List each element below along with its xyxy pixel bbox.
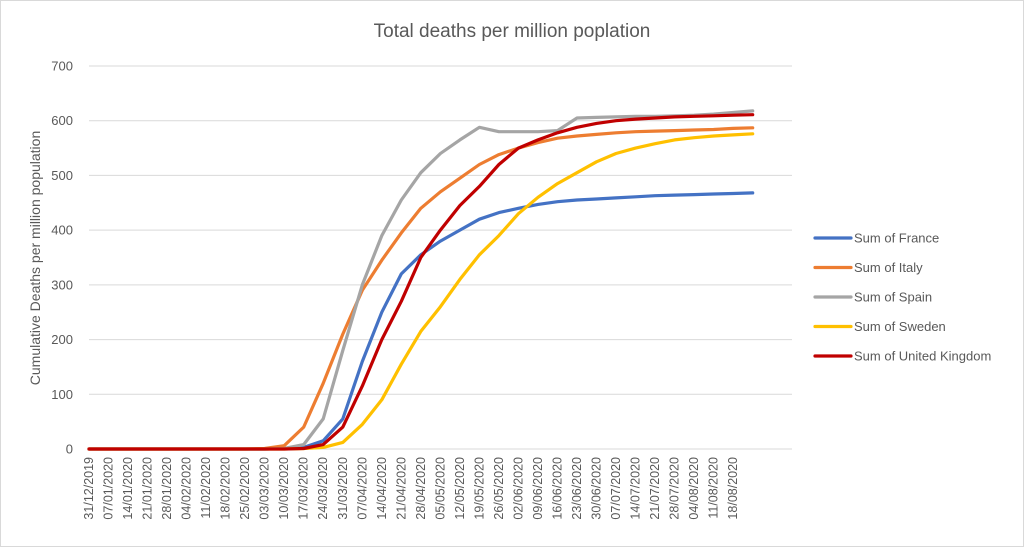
- y-tick-label: 600: [51, 113, 73, 128]
- x-tick-label: 14/04/2020: [375, 457, 389, 520]
- y-axis-ticks: 0 100 200 300 400 500 600 700: [51, 59, 73, 457]
- x-tick-label: 31/03/2020: [336, 457, 350, 520]
- x-tick-label: 10/03/2020: [277, 457, 291, 520]
- x-tick-label: 26/05/2020: [492, 457, 506, 520]
- chart-title: Total deaths per million poplation: [374, 21, 651, 42]
- x-tick-label: 03/03/2020: [258, 457, 272, 520]
- x-tick-label: 30/06/2020: [590, 457, 604, 520]
- y-tick-label: 0: [66, 442, 73, 457]
- x-tick-label: 19/05/2020: [472, 457, 486, 520]
- x-tick-label: 23/06/2020: [570, 457, 584, 520]
- x-tick-label: 18/08/2020: [726, 457, 740, 520]
- x-tick-label: 25/02/2020: [238, 457, 252, 520]
- x-tick-label: 05/05/2020: [433, 457, 447, 520]
- series-line-sum-of-spain: [87, 109, 755, 451]
- legend: Sum of France Sum of Italy Sum of Spain Sum…: [813, 231, 991, 364]
- legend-label: Sum of Sweden: [854, 319, 946, 334]
- x-tick-label: 17/03/2020: [297, 457, 311, 520]
- x-tick-label: 24/03/2020: [316, 457, 330, 520]
- x-tick-label: 21/07/2020: [648, 457, 662, 520]
- x-tick-label: 07/04/2020: [355, 457, 369, 520]
- y-tick-label: 200: [51, 332, 73, 347]
- legend-label: Sum of Spain: [854, 290, 932, 305]
- x-axis-ticks: 31/12/2019 07/01/2020 14/01/2020 21/01/2020…: [82, 457, 740, 520]
- series-line-sum-of-italy: [87, 126, 755, 451]
- legend-label: Sum of United Kingdom: [854, 349, 991, 364]
- y-tick-label: 700: [51, 59, 73, 74]
- legend-label: Sum of Italy: [854, 260, 923, 275]
- x-tick-label: 11/02/2020: [199, 457, 213, 519]
- y-tick-label: 300: [51, 277, 73, 292]
- x-tick-label: 02/06/2020: [511, 457, 525, 520]
- x-tick-label: 21/01/2020: [141, 457, 155, 520]
- x-tick-label: 14/07/2020: [629, 457, 643, 520]
- x-tick-label: 09/06/2020: [531, 457, 545, 520]
- x-tick-label: 12/05/2020: [453, 457, 467, 520]
- gridlines: [89, 65, 792, 450]
- series-line-sum-of-sweden: [87, 132, 755, 451]
- y-tick-label: 100: [51, 387, 73, 402]
- x-tick-label: 28/04/2020: [414, 457, 428, 520]
- x-tick-label: 14/01/2020: [121, 457, 135, 520]
- series-lines: [87, 109, 755, 451]
- x-tick-label: 21/04/2020: [394, 457, 408, 520]
- y-tick-label: 400: [51, 223, 73, 238]
- y-axis-label: Cumulative Deaths per million population: [27, 131, 43, 385]
- x-tick-label: 11/08/2020: [707, 457, 721, 519]
- x-tick-label: 04/08/2020: [687, 457, 701, 520]
- x-tick-label: 07/07/2020: [609, 457, 623, 520]
- x-tick-label: 28/07/2020: [668, 457, 682, 520]
- x-tick-label: 16/06/2020: [550, 457, 564, 520]
- x-tick-label: 31/12/2019: [82, 457, 96, 520]
- x-tick-label: 28/01/2020: [160, 457, 174, 520]
- x-tick-label: 18/02/2020: [219, 457, 233, 520]
- x-tick-label: 04/02/2020: [180, 457, 194, 520]
- series-line-sum-of-united-kingdom: [87, 113, 755, 451]
- x-tick-label: 07/01/2020: [102, 457, 116, 520]
- legend-label: Sum of France: [854, 231, 939, 246]
- series-line-sum-of-france: [87, 191, 755, 451]
- y-tick-label: 500: [51, 168, 73, 183]
